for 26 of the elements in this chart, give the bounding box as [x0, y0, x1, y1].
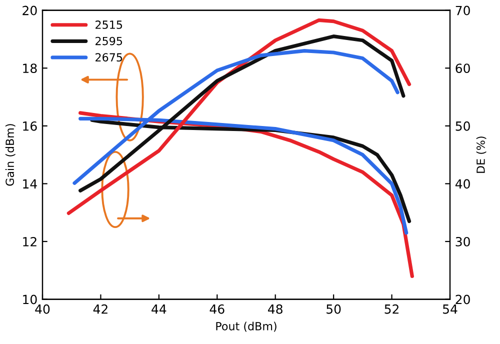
x-tick-label: 46 — [210, 304, 224, 314]
y-axis-title: Gain (dBm) — [5, 124, 16, 186]
x-tick-label: 50 — [326, 304, 341, 314]
y-tick-label: 10 — [23, 294, 37, 304]
y-tick-label: 20 — [22, 6, 37, 16]
x-tick-label: 42 — [93, 304, 108, 314]
x-tick-label: 52 — [384, 304, 398, 314]
x-axis-title: Pout (dBm) — [216, 322, 276, 332]
y2-tick-label: 70 — [456, 6, 470, 16]
y-tick-label: 18 — [23, 64, 37, 74]
y2-tick-label: 50 — [456, 121, 470, 131]
x-tick-label: 44 — [152, 304, 166, 314]
legend-label: 2675 — [96, 53, 122, 62]
y2-tick-label: 40 — [455, 179, 470, 189]
x-tick-label: 40 — [35, 304, 50, 314]
y2-tick-label: 60 — [456, 64, 470, 74]
legend-label: 2515 — [96, 20, 122, 29]
x-tick-label: 54 — [443, 304, 458, 314]
y2-tick-label: 20 — [456, 294, 470, 304]
y-tick-label: 14 — [23, 179, 37, 188]
legend-label: 2595 — [96, 36, 122, 46]
y2-axis-title: DE (%) — [476, 136, 486, 173]
y-tick-label: 16 — [23, 121, 37, 131]
y-tick-label: 12 — [23, 236, 36, 246]
x-tick-label: 48 — [268, 304, 282, 314]
y2-tick-label: 30 — [456, 236, 470, 246]
